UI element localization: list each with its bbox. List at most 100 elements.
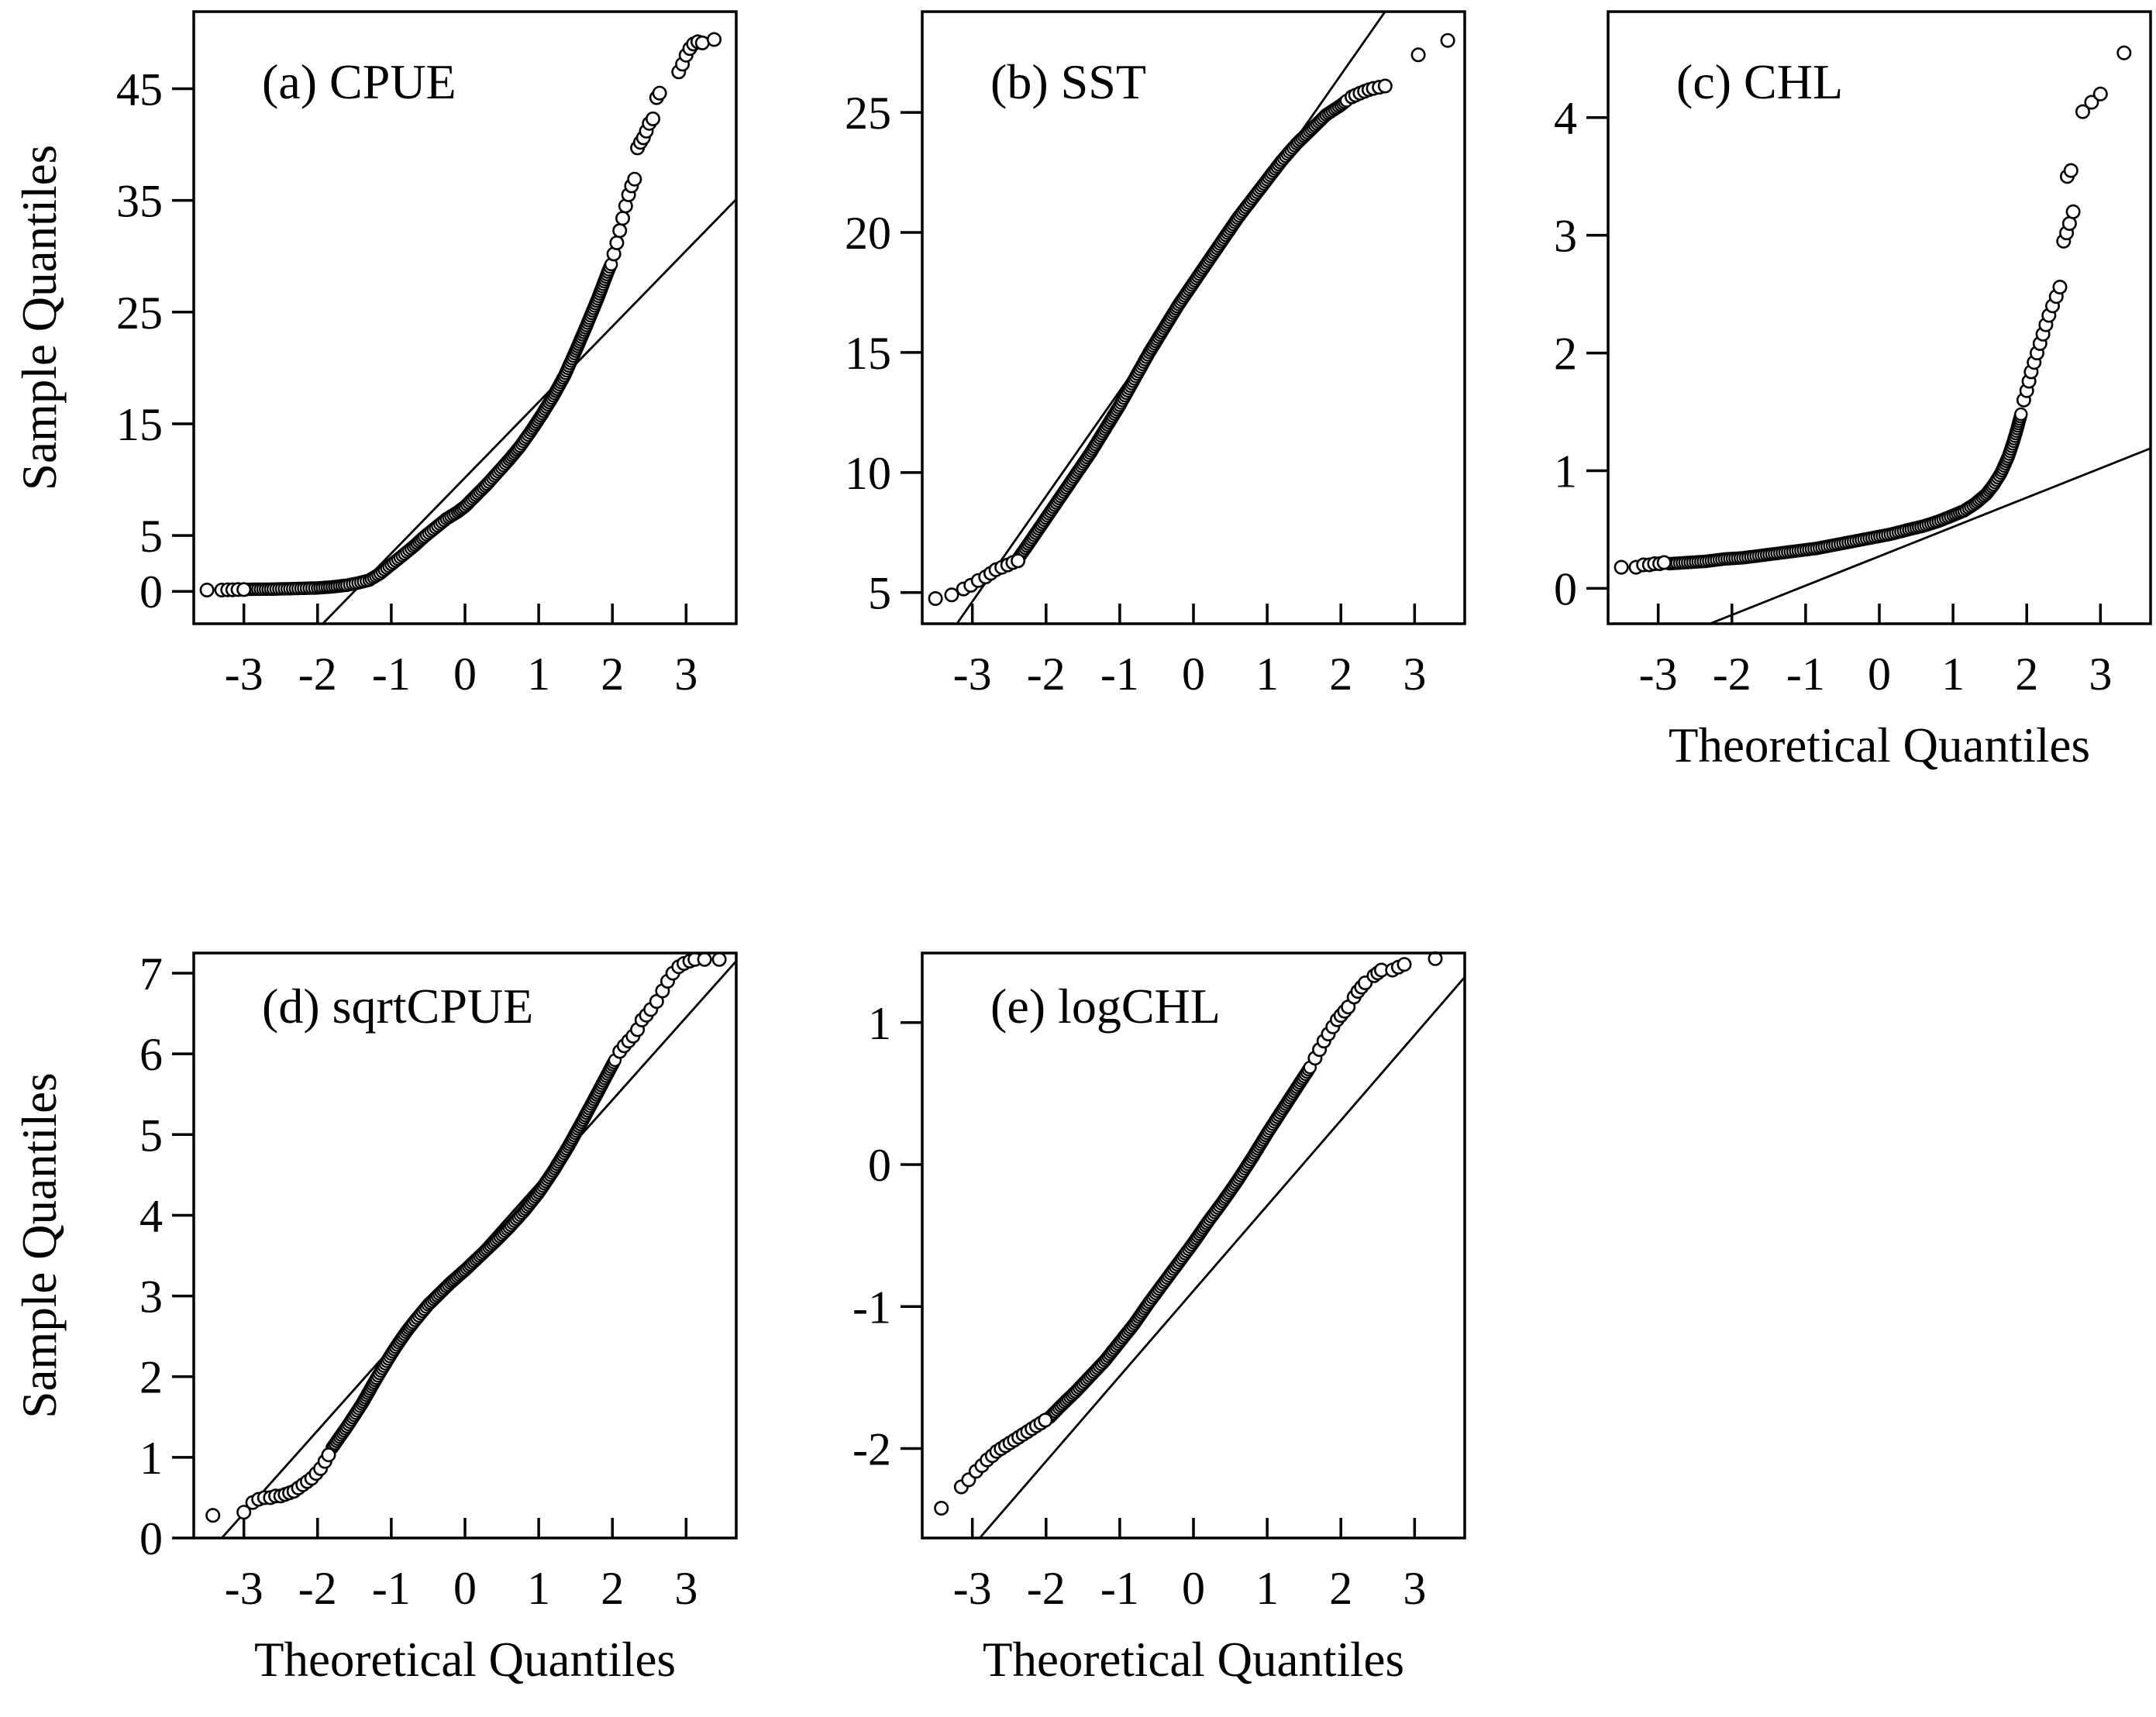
x-tick-label: 1	[1255, 1563, 1279, 1614]
x-tick-label: 2	[2015, 649, 2038, 700]
data-point-circle	[697, 951, 712, 967]
y-tick-label: 45	[116, 64, 163, 115]
y-tick-label: 3	[1554, 211, 1577, 262]
qq-reference-line	[979, 976, 1465, 1538]
x-tick-label: -2	[1713, 649, 1751, 700]
y-tick-label: 25	[845, 88, 891, 139]
x-tick-label: -2	[1027, 649, 1066, 700]
panel-title: (c) CHL	[1676, 54, 1843, 109]
qq-point-band	[240, 257, 618, 597]
x-tick-label: 1	[1941, 649, 1965, 700]
panel-title: (e) logCHL	[990, 979, 1221, 1034]
qq-point-band	[1042, 1060, 1317, 1424]
x-tick-label: 0	[453, 649, 477, 700]
x-tick-label: -1	[372, 1563, 411, 1614]
x-tick-label: -1	[1100, 1563, 1139, 1614]
y-axis-label: Sample Quantiles	[12, 1072, 67, 1418]
x-tick-label: -2	[298, 649, 337, 700]
y-tick-label: 0	[139, 566, 163, 618]
qq-point-band	[1011, 94, 1354, 566]
data-point-circle	[2065, 204, 2081, 219]
x-tick-label: -1	[372, 649, 411, 700]
x-tick-label: 0	[1182, 1563, 1205, 1614]
data-point-circle	[627, 171, 642, 187]
data-point-circle	[612, 223, 628, 239]
data-point-circle	[615, 211, 630, 226]
x-tick-label: 2	[1329, 649, 1352, 700]
data-point-circle	[2063, 163, 2079, 178]
x-tick-label: 1	[1255, 649, 1279, 700]
data-point-circle	[1656, 555, 1672, 570]
x-tick-label: -1	[1100, 649, 1139, 700]
y-tick-label: -1	[852, 1282, 891, 1333]
data-point-circle	[652, 85, 667, 101]
data-point-circle	[2092, 86, 2108, 102]
qq-point-band	[1662, 407, 2028, 571]
x-tick-label: -3	[953, 649, 992, 700]
data-point-circle	[1410, 47, 1426, 63]
y-tick-label: 3	[139, 1271, 163, 1323]
data-point-circle	[934, 1501, 949, 1516]
x-tick-label: -3	[225, 649, 263, 700]
x-tick-label: 3	[1403, 1563, 1426, 1614]
y-tick-label: 0	[868, 1140, 891, 1191]
y-tick-label: 2	[1554, 329, 1577, 380]
y-tick-label: 0	[1554, 563, 1577, 614]
qq-point-band	[325, 1053, 622, 1455]
x-tick-label: 0	[1868, 649, 1891, 700]
x-tick-label: 2	[601, 649, 624, 700]
x-tick-label: 2	[601, 1563, 624, 1614]
y-axis-label: Sample Quantiles	[12, 145, 67, 490]
x-tick-label: 3	[674, 1563, 697, 1614]
y-tick-label: 1	[1554, 446, 1577, 497]
data-point-circle	[2052, 279, 2068, 294]
y-tick-label: 5	[868, 568, 891, 619]
data-point-circle	[2061, 215, 2077, 231]
data-point-circle	[205, 1508, 221, 1523]
y-tick-label: 5	[139, 511, 163, 562]
x-tick-label: 3	[674, 649, 697, 700]
qq-tail-points	[928, 33, 1455, 606]
x-tick-label: 3	[2089, 649, 2112, 700]
data-point-circle	[694, 35, 710, 50]
data-point-circle	[2075, 104, 2091, 119]
x-tick-label: 0	[453, 1563, 477, 1614]
data-point-circle	[645, 111, 660, 126]
data-point-circle	[2116, 45, 2132, 60]
y-tick-label: 1	[868, 998, 891, 1049]
qq-tail-points	[205, 951, 727, 1523]
x-axis-label: Theoretical Quantiles	[983, 1633, 1404, 1687]
data-point-circle	[944, 587, 959, 603]
x-tick-label: -3	[1639, 649, 1678, 700]
data-point-circle	[706, 32, 722, 47]
data-point-circle	[2084, 95, 2099, 110]
y-tick-label: 7	[139, 948, 163, 1000]
qq-reference-line	[1709, 447, 2151, 624]
data-point-circle	[321, 1447, 336, 1463]
x-tick-label: 3	[1403, 649, 1426, 700]
qq-tail-points	[199, 32, 722, 597]
panel-title: (d) sqrtCPUE	[262, 979, 533, 1034]
x-tick-label: -3	[953, 1563, 992, 1614]
y-tick-label: 15	[845, 328, 891, 379]
x-tick-label: 1	[527, 649, 550, 700]
qq-reference-line	[322, 198, 736, 624]
x-tick-label: -1	[1786, 649, 1825, 700]
data-point-circle	[711, 951, 727, 967]
panel-title: (b) SST	[990, 54, 1146, 109]
data-point-circle	[609, 235, 625, 250]
data-point-circle	[1440, 33, 1455, 48]
y-tick-label: 20	[845, 208, 891, 259]
y-tick-label: 10	[845, 448, 891, 499]
data-point-circle	[1614, 559, 1629, 575]
qq-panel-b: -3 -2 -1 0 1 2 3 5 10 15 20 25 (b) SST	[845, 10, 1466, 700]
y-tick-label: 0	[139, 1513, 163, 1564]
y-tick-label: 5	[139, 1110, 163, 1161]
y-tick-label: 4	[139, 1190, 163, 1241]
x-axis-label: Theoretical Quantiles	[254, 1633, 676, 1687]
